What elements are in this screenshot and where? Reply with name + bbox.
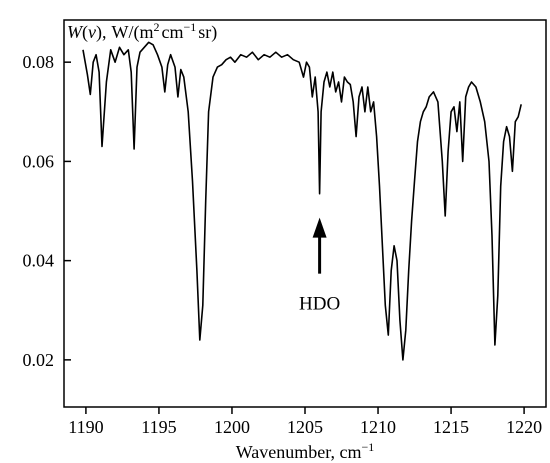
x-tick-label-6: 1220 — [506, 417, 542, 437]
x-tick-label-5: 1215 — [433, 417, 469, 437]
y-axis-units: W/(m — [112, 22, 154, 43]
y-axis-inv: −1 — [184, 20, 197, 34]
y-axis-var: W — [67, 22, 84, 42]
hdo-annotation: HDO — [299, 217, 340, 315]
y-tick-label-0: 0.02 — [23, 350, 55, 370]
x-tick-label-4: 1210 — [360, 417, 396, 437]
series-group — [82, 41, 522, 361]
x-tick-label-0: 1190 — [68, 417, 103, 437]
hdo-label: HDO — [299, 294, 340, 315]
y-axis-open: ( — [82, 22, 88, 43]
y-axis-sr: sr) — [198, 22, 217, 43]
axis-ticks — [64, 61, 525, 414]
y-tick-label-1: 0.04 — [23, 251, 55, 271]
hdo-arrow-head-icon — [312, 217, 327, 238]
x-tick-label-3: 1205 — [287, 417, 323, 437]
y-tick-label-3: 0.08 — [23, 52, 55, 72]
y-tick-label-2: 0.06 — [23, 151, 55, 171]
x-axis-title-sup: −1 — [362, 440, 375, 454]
y-axis-close: ), — [96, 22, 107, 43]
tick-labels: 1190 1195 1200 1205 1210 1215 1220 0.02 0.04 0.06… — [23, 52, 543, 437]
x-axis-title: Wavenumber, cm−1 — [236, 440, 375, 462]
series-line-0 — [82, 41, 522, 361]
y-axis-cm: cm — [162, 22, 184, 42]
y-axis-nu: ν — [88, 22, 96, 42]
plot-frame — [63, 19, 547, 408]
x-tick-label-2: 1200 — [214, 417, 250, 437]
y-axis-sq: 2 — [154, 20, 160, 34]
x-axis-title-text: Wavenumber, cm — [236, 442, 362, 462]
y-axis-title: W(ν), W/(m2 cm−1 sr) — [67, 20, 217, 43]
x-tick-label-1: 1195 — [141, 417, 176, 437]
